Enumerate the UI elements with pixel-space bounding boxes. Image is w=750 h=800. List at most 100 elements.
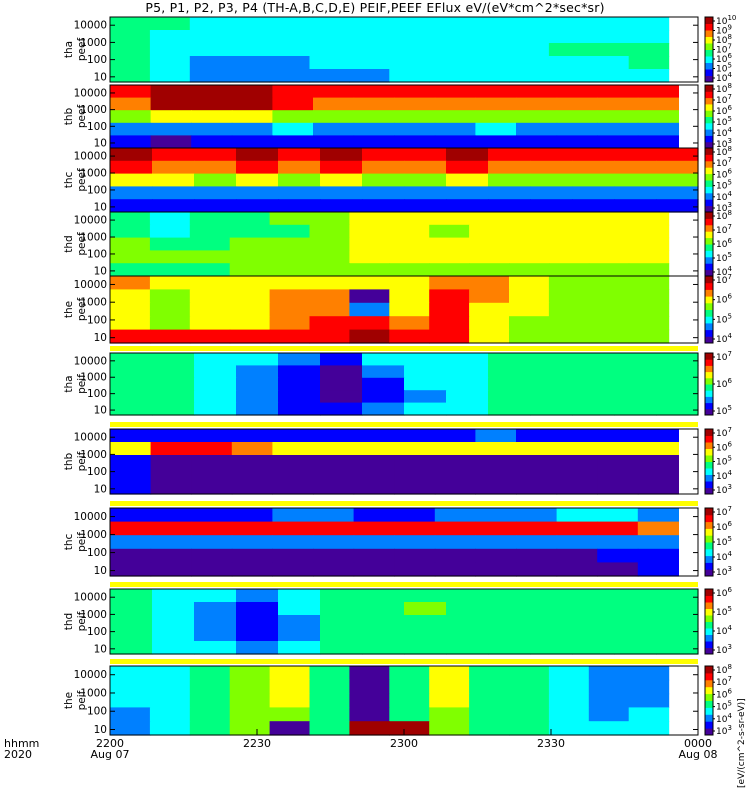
colorbar-step (705, 30, 713, 37)
heatmap-cell (231, 548, 273, 563)
heatmap-cell (191, 135, 233, 149)
heatmap-cell (349, 43, 390, 57)
colorbar-step (705, 110, 713, 117)
x-tick-label: 2330 (537, 737, 565, 750)
colorbar-step (705, 641, 713, 648)
heatmap-cell (191, 481, 233, 495)
heatmap-cell (429, 707, 470, 722)
heatmap-cell (229, 237, 271, 251)
heatmap-cell (152, 602, 195, 616)
heatmap-cell (313, 122, 355, 136)
colorbar-tick-label: 106 (716, 293, 732, 306)
heatmap-cell (236, 365, 279, 379)
heatmap-cell (110, 377, 153, 391)
heatmap-cell (429, 316, 470, 331)
colorbar-tick-label: 105 (716, 535, 732, 548)
y-tick-label: 10000 (74, 511, 107, 523)
heatmap-cell (469, 289, 510, 304)
heatmap-cell (597, 455, 639, 469)
heatmap-cell (597, 442, 639, 456)
heatmap-cell (189, 302, 231, 317)
colorbar-step (705, 17, 713, 24)
colorbar-step (705, 455, 713, 462)
heatmap-cell (231, 135, 273, 149)
colorbar-step (705, 481, 713, 488)
heatmap-cell (110, 468, 152, 482)
heatmap-cell (349, 56, 390, 70)
heatmap-cell (149, 302, 191, 317)
heatmap-cell (150, 97, 192, 111)
heatmap-cell (469, 329, 510, 344)
heatmap-cell (278, 615, 321, 629)
heatmap-cell (556, 468, 598, 482)
heatmap-cell (469, 250, 510, 264)
y-tick-label: 10000 (74, 355, 107, 367)
heatmap-cell (189, 43, 231, 57)
colorbar-tick-label: 103 (716, 565, 732, 578)
colorbar-step (705, 569, 713, 577)
heatmap-cell (191, 562, 233, 577)
heatmap-cell (548, 693, 590, 708)
heatmap-cell (572, 602, 615, 616)
heatmap-cell (309, 17, 350, 31)
heatmap-cell (637, 508, 679, 523)
heatmap-cell (429, 666, 470, 681)
heatmap-cell (191, 85, 233, 99)
colorbar-step (705, 199, 713, 207)
heatmap-cell (509, 666, 550, 681)
heatmap-cell (548, 17, 590, 31)
panel-frame (109, 588, 699, 655)
heatmap-cell (389, 316, 430, 331)
heatmap-cell (229, 329, 271, 344)
y-tick-label: 10000 (74, 20, 107, 32)
heatmap-cell (628, 43, 670, 57)
colorbar-tick-label: 106 (716, 440, 732, 453)
heatmap-cell (509, 679, 550, 695)
heatmap-cell (656, 199, 699, 213)
heatmap-cell (530, 353, 573, 366)
heatmap-cell (189, 329, 231, 344)
heatmap-cell (389, 666, 430, 681)
heatmap-cell (429, 224, 470, 239)
heatmap-cell (189, 17, 231, 31)
heatmap-cell (231, 535, 273, 550)
heatmap-cell (362, 615, 405, 629)
heatmap-cell (152, 615, 195, 629)
heatmap-cell (588, 212, 630, 226)
heatmap-cell (488, 160, 531, 175)
panel-frame (109, 507, 699, 577)
heatmap-cell (110, 353, 153, 366)
heatmap-cell (150, 535, 192, 550)
heatmap-cell (353, 508, 395, 523)
heatmap-cell (572, 402, 615, 416)
heatmap-cell (389, 56, 430, 70)
heatmap-cell (389, 679, 430, 695)
heatmap-cell (469, 212, 510, 226)
heatmap-cell (628, 17, 670, 31)
colorbar-step (705, 329, 713, 337)
colorbar-step (705, 700, 713, 708)
heatmap-cell (309, 329, 350, 344)
y-tick-label: 10000 (74, 592, 107, 604)
colorbar-tick-label: 107 (716, 505, 732, 518)
heatmap-cell (637, 481, 679, 495)
heatmap-cell (516, 429, 558, 443)
colorbar-step (705, 309, 713, 317)
heatmap-cell (628, 289, 670, 304)
heatmap-cell (149, 56, 191, 70)
heatmap-cell (394, 521, 436, 536)
heatmap-cell (548, 212, 590, 226)
heatmap-cell (429, 237, 470, 251)
heatmap-cell (149, 316, 191, 331)
heatmap-cell (488, 615, 531, 629)
heatmap-cell (614, 628, 657, 642)
heatmap-cell (269, 237, 311, 251)
heatmap-cell (194, 641, 237, 655)
heatmap-cell (110, 276, 151, 290)
heatmap-cell (637, 429, 679, 443)
heatmap-cell (320, 589, 363, 603)
heatmap-cell (614, 173, 657, 187)
heatmap-cell (588, 250, 630, 264)
